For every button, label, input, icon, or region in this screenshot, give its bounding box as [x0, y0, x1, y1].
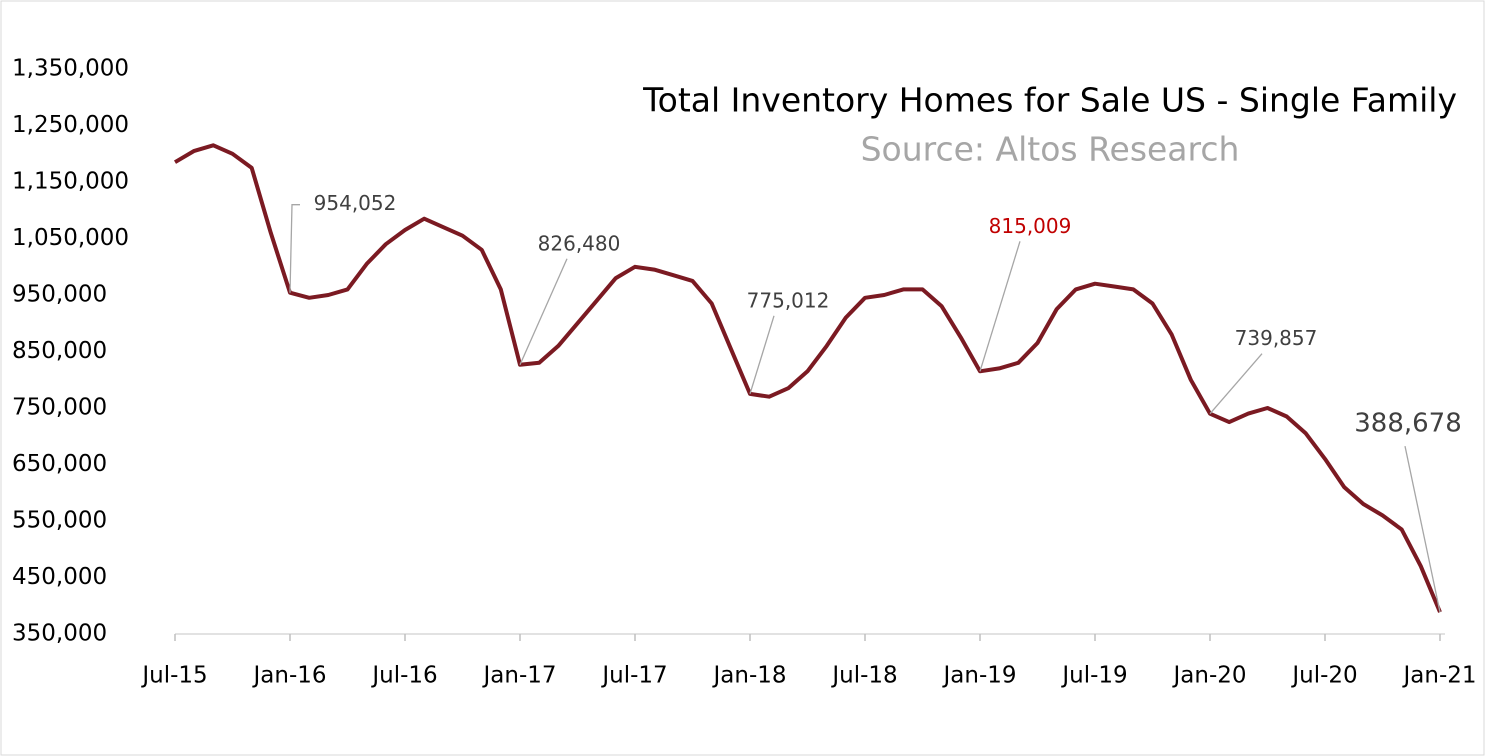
- annotation: 826,480: [538, 231, 621, 255]
- chart-title: Total Inventory Homes for Sale US - Sing…: [642, 81, 1457, 120]
- y-tick-label: 650,000: [12, 451, 107, 477]
- x-tick-label: Jan-19: [941, 663, 1016, 689]
- y-tick-label: 1,250,000: [12, 112, 129, 138]
- x-tick-label: Jan-18: [711, 663, 786, 689]
- x-tick-label: Jul-18: [830, 663, 897, 689]
- y-tick-label: 550,000: [12, 508, 107, 534]
- y-tick-label: 350,000: [12, 621, 107, 647]
- y-tick-label: 950,000: [12, 282, 107, 308]
- annotation: 954,052: [314, 191, 397, 215]
- chart-subtitle: Source: Altos Research: [861, 130, 1240, 169]
- y-tick-label: 1,150,000: [12, 169, 129, 195]
- x-tick-label: Jan-20: [1171, 663, 1246, 689]
- annotation-leader: [1404, 446, 1441, 613]
- x-tick-label: Jul-17: [600, 663, 667, 689]
- annotation-leader: [289, 204, 300, 293]
- series-line: [173, 143, 1442, 613]
- x-tick-label: Jul-15: [140, 663, 207, 689]
- annotation-leader: [1209, 353, 1263, 415]
- y-tick-label: 750,000: [12, 395, 107, 421]
- x-tick-label: Jan-17: [481, 663, 556, 689]
- y-tick-label: 850,000: [12, 338, 107, 364]
- annotation-leader: [749, 315, 775, 395]
- annotation: 775,012: [747, 288, 830, 312]
- y-tick-label: 1,050,000: [12, 225, 129, 251]
- x-tick-label: Jan-21: [1401, 663, 1476, 689]
- annotation-leader: [979, 241, 1021, 372]
- x-tick-label: Jul-19: [1060, 663, 1127, 689]
- x-tick-label: Jul-20: [1290, 663, 1357, 689]
- annotation: 739,857: [1235, 326, 1318, 350]
- annotation-leader: [519, 258, 568, 366]
- x-tick-label: Jul-16: [370, 663, 437, 689]
- x-tick-label: Jan-16: [251, 663, 326, 689]
- annotation: 815,009: [989, 214, 1072, 238]
- y-tick-label: 1,350,000: [12, 56, 129, 82]
- annotation: 388,678: [1354, 409, 1462, 439]
- y-tick-label: 450,000: [12, 564, 107, 590]
